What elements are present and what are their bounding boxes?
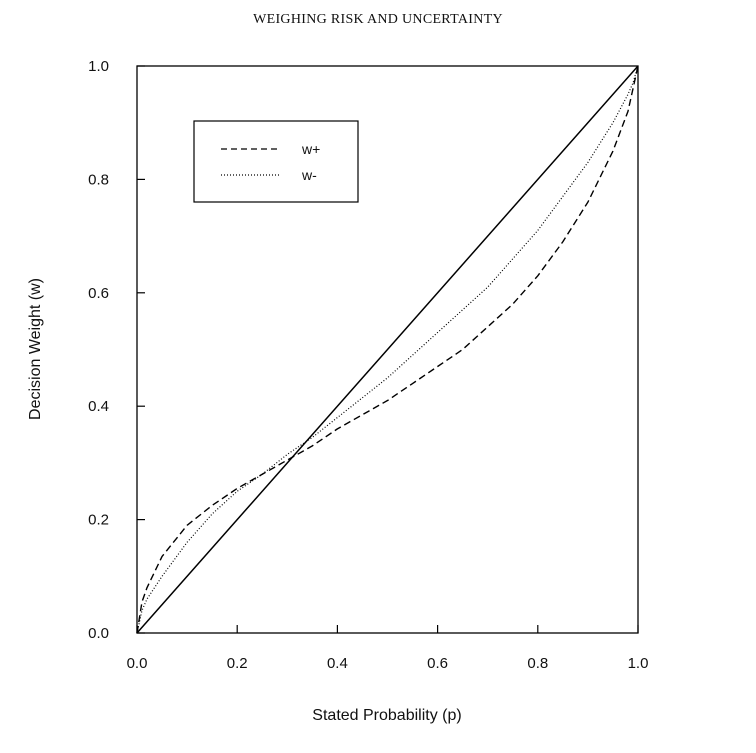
x-tick-label: 0.4 [327,655,348,672]
y-tick-label: 0.6 [88,285,109,302]
series-line-w-minusplus [136,65,639,634]
page-header: WEIGHING RISK AND UNCERTAINTY [253,12,503,27]
x-tick-label: 0.6 [427,655,448,672]
y-tick-label: 1.0 [88,58,109,75]
x-axis-title: Stated Probability (p) [312,707,461,724]
series-group [136,65,639,634]
series-line-w-minus [136,65,639,634]
legend: w+ w- [193,120,359,203]
y-tick-label: 0.0 [88,625,109,642]
legend-label-w-plus: w+ [301,141,320,157]
plot-frame [136,65,639,634]
y-tick-label: 0.4 [88,398,109,415]
tick-group: 0.0 0.2 0.4 0.6 0.8 1.0 0.0 0.2 0.4 0.6 0.8 1.0 [88,58,648,672]
x-tick-label: 0.0 [127,655,148,672]
y-axis-title: Decision Weight (w) [27,278,44,420]
x-tick-label: 0.8 [527,655,548,672]
x-tick-label: 0.2 [227,655,248,672]
legend-box [193,120,359,203]
y-tick-label: 0.8 [88,171,109,188]
legend-label-w-minus: w- [301,167,317,183]
x-tick-label: 1.0 [628,655,649,672]
series-line-identity [136,65,639,634]
y-tick-label: 0.2 [88,512,109,529]
